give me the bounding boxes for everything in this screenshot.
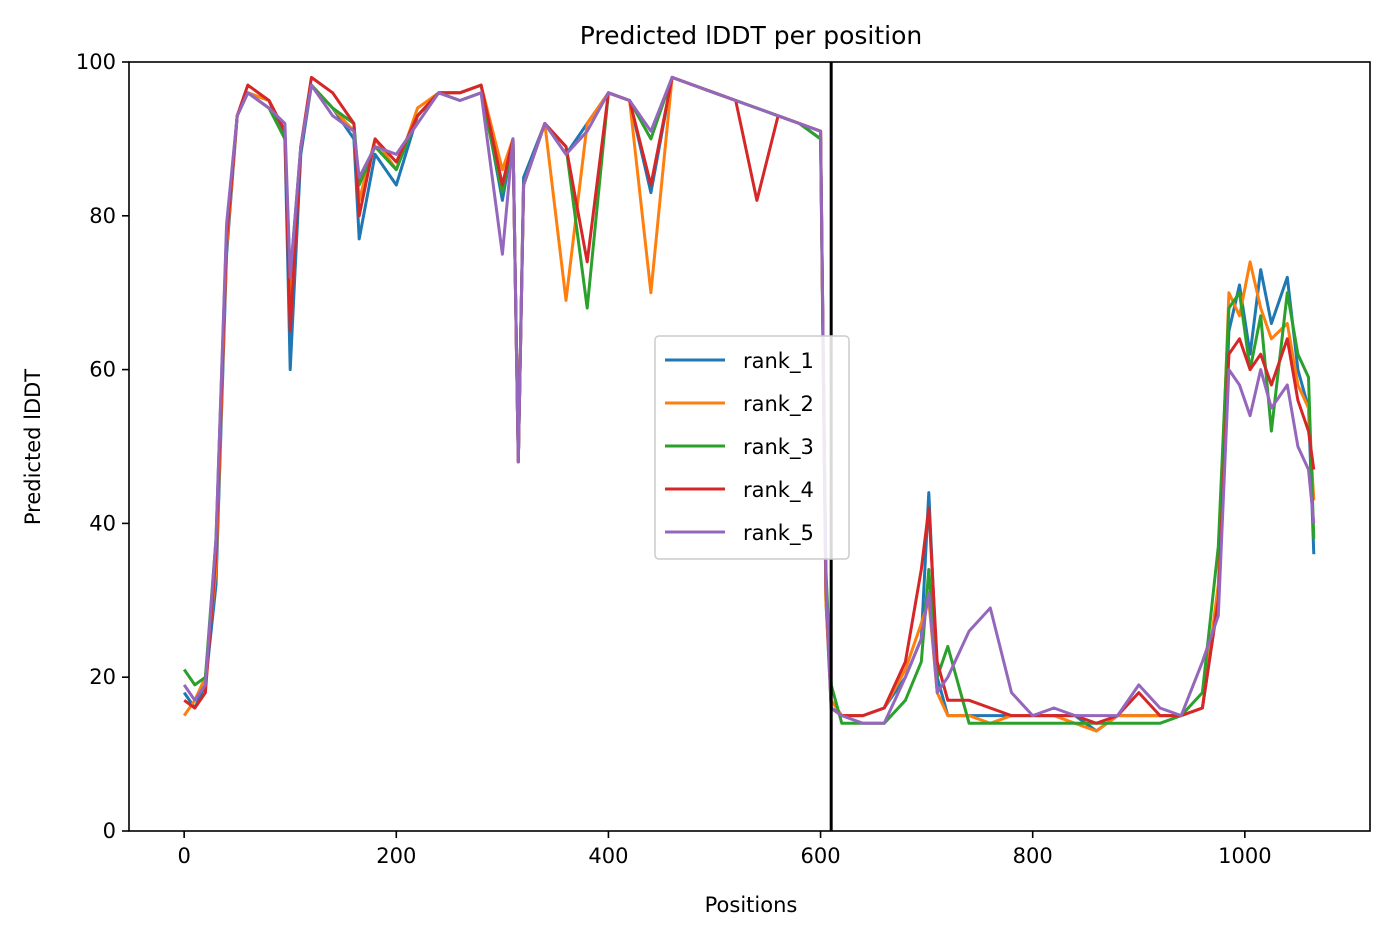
axis-ticks: 0 200 400 600 800 1000 0 20 40 60 80 100 [76,50,1272,868]
y-tick-label: 80 [89,204,116,228]
legend-label-rank_2: rank_2 [743,392,814,417]
y-axis-label: Predicted lDDT [21,369,45,525]
y-tick-label: 0 [103,819,116,843]
series-lines [182,75,1316,733]
x-axis-label: Positions [705,893,798,917]
legend-label-rank_3: rank_3 [743,435,814,460]
x-tick-label: 400 [588,844,628,868]
y-tick-label: 100 [76,50,116,74]
x-tick-label: 1000 [1218,844,1271,868]
legend-box [654,335,850,560]
x-tick-label: 800 [1013,844,1053,868]
series-line-rank_5 [182,75,1316,725]
legend-label-rank_1: rank_1 [743,349,814,374]
x-tick-label: 0 [177,844,190,868]
chart-title: Predicted lDDT per position [580,21,922,50]
y-tick-label: 40 [89,511,116,535]
x-tick-label: 200 [376,844,416,868]
legend-label-rank_5: rank_5 [743,521,814,546]
legend-label-rank_4: rank_4 [743,478,814,503]
x-tick-label: 600 [801,844,841,868]
legend: rank_1 rank_2 rank_3 rank_4 rank_5 [654,335,850,560]
plot-frame [128,61,1371,832]
y-tick-label: 60 [89,358,116,382]
y-tick-label: 20 [89,665,116,689]
series-line-rank_4 [183,75,1316,725]
